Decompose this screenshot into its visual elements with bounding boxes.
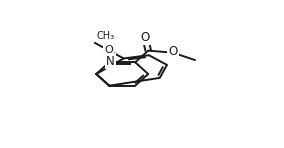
- Text: O: O: [141, 31, 150, 44]
- Text: O: O: [168, 45, 178, 58]
- Text: N: N: [106, 55, 115, 68]
- Text: CH₃: CH₃: [96, 31, 114, 41]
- Text: O: O: [104, 45, 113, 55]
